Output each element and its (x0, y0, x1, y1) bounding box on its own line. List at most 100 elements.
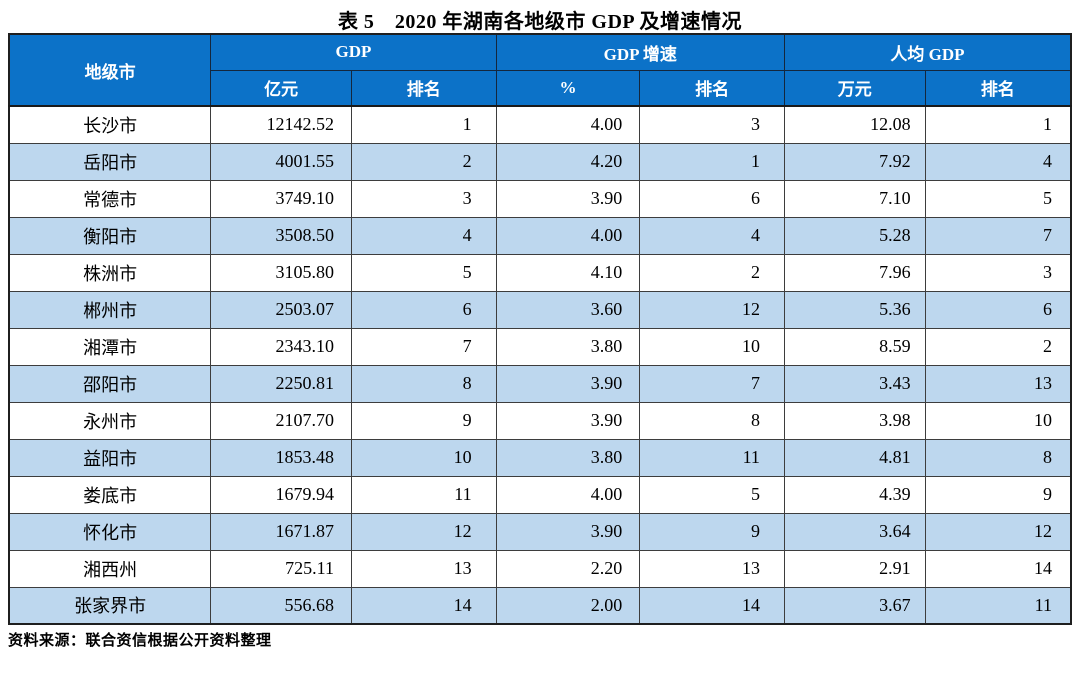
cell-percap: 5.36 (783, 290, 926, 329)
cell-percap: 7.92 (783, 142, 926, 181)
cell-gdp-rank: 14 (350, 586, 497, 625)
cell-growth-rank: 6 (639, 179, 785, 218)
cell-growth: 2.20 (495, 549, 641, 588)
cell-percap: 3.67 (783, 586, 926, 625)
cell-gdp-rank: 2 (350, 142, 497, 181)
table-body: 长沙市 12142.52 1 4.00 3 12.08 1 岳阳市 4001.5… (8, 105, 1072, 625)
cell-percap: 7.10 (783, 179, 926, 218)
table-title: 表 5 2020 年湖南各地级市 GDP 及增速情况 (337, 11, 743, 33)
cell-percap-rank: 12 (924, 512, 1072, 551)
cell-percap: 4.39 (783, 475, 926, 514)
cell-gdp: 2107.70 (210, 401, 352, 440)
cell-percap: 7.96 (783, 253, 926, 292)
cell-gdp: 12142.52 (210, 105, 352, 144)
cell-growth: 3.90 (495, 512, 641, 551)
cell-growth: 4.20 (495, 142, 641, 181)
cell-growth-rank: 1 (639, 142, 785, 181)
header-percap-unit: 万元 (783, 69, 926, 107)
cell-gdp: 2503.07 (210, 290, 352, 329)
table-header: 地级市 GDP GDP 增速 人均 GDP 亿元 排名 % 排名 万元 排名 (8, 33, 1072, 107)
cell-gdp-rank: 3 (350, 179, 497, 218)
cell-gdp-rank: 11 (350, 475, 497, 514)
cell-gdp-rank: 8 (350, 364, 497, 403)
cell-percap-rank: 8 (924, 438, 1072, 477)
cell-percap-rank: 13 (924, 364, 1072, 403)
cell-gdp: 1853.48 (210, 438, 352, 477)
cell-growth: 3.80 (495, 327, 641, 366)
header-growth-group: GDP 增速 (495, 33, 785, 71)
table-row: 株洲市 3105.80 5 4.10 2 7.96 3 (8, 253, 1072, 292)
cell-city: 怀化市 (8, 512, 212, 551)
cell-gdp-rank: 4 (350, 216, 497, 255)
cell-growth: 3.80 (495, 438, 641, 477)
cell-city: 长沙市 (8, 105, 212, 144)
cell-percap-rank: 10 (924, 401, 1072, 440)
cell-gdp-rank: 9 (350, 401, 497, 440)
cell-percap: 3.43 (783, 364, 926, 403)
cell-percap: 4.81 (783, 438, 926, 477)
header-percap-rank: 排名 (924, 69, 1072, 107)
cell-gdp-rank: 7 (350, 327, 497, 366)
cell-growth: 2.00 (495, 586, 641, 625)
cell-gdp-rank: 10 (350, 438, 497, 477)
table-row: 岳阳市 4001.55 2 4.20 1 7.92 4 (8, 142, 1072, 181)
table-row: 衡阳市 3508.50 4 4.00 4 5.28 7 (8, 216, 1072, 255)
table-row: 郴州市 2503.07 6 3.60 12 5.36 6 (8, 290, 1072, 329)
cell-gdp: 3749.10 (210, 179, 352, 218)
cell-gdp-rank: 5 (350, 253, 497, 292)
header-growth-unit: % (495, 69, 641, 107)
cell-percap-rank: 6 (924, 290, 1072, 329)
cell-growth-rank: 9 (639, 512, 785, 551)
cell-gdp-rank: 6 (350, 290, 497, 329)
table-row: 湘潭市 2343.10 7 3.80 10 8.59 2 (8, 327, 1072, 366)
table-row: 永州市 2107.70 9 3.90 8 3.98 10 (8, 401, 1072, 440)
cell-city: 永州市 (8, 401, 212, 440)
header-gdp-group: GDP (210, 33, 497, 71)
cell-growth: 4.00 (495, 475, 641, 514)
cell-gdp: 556.68 (210, 586, 352, 625)
cell-gdp-rank: 1 (350, 105, 497, 144)
cell-gdp-rank: 12 (350, 512, 497, 551)
cell-city: 娄底市 (8, 475, 212, 514)
cell-city: 岳阳市 (8, 142, 212, 181)
cell-gdp: 725.11 (210, 549, 352, 588)
cell-growth: 3.60 (495, 290, 641, 329)
cell-growth: 3.90 (495, 179, 641, 218)
cell-gdp: 1679.94 (210, 475, 352, 514)
table-row: 邵阳市 2250.81 8 3.90 7 3.43 13 (8, 364, 1072, 403)
table-row: 益阳市 1853.48 10 3.80 11 4.81 8 (8, 438, 1072, 477)
cell-gdp: 3508.50 (210, 216, 352, 255)
cell-percap-rank: 11 (924, 586, 1072, 625)
cell-city: 衡阳市 (8, 216, 212, 255)
source-note: 资料来源：联合资信根据公开资料整理 (8, 633, 272, 649)
cell-gdp: 2250.81 (210, 364, 352, 403)
cell-growth-rank: 3 (639, 105, 785, 144)
cell-percap-rank: 5 (924, 179, 1072, 218)
cell-city: 株洲市 (8, 253, 212, 292)
header-gdp-rank: 排名 (350, 69, 497, 107)
table-row: 娄底市 1679.94 11 4.00 5 4.39 9 (8, 475, 1072, 514)
cell-growth-rank: 13 (639, 549, 785, 588)
cell-city: 郴州市 (8, 290, 212, 329)
table-row: 张家界市 556.68 14 2.00 14 3.67 11 (8, 586, 1072, 625)
cell-growth: 4.00 (495, 105, 641, 144)
cell-growth-rank: 12 (639, 290, 785, 329)
table-row: 湘西州 725.11 13 2.20 13 2.91 14 (8, 549, 1072, 588)
table-row: 长沙市 12142.52 1 4.00 3 12.08 1 (8, 105, 1072, 144)
cell-percap: 3.64 (783, 512, 926, 551)
cell-percap-rank: 3 (924, 253, 1072, 292)
cell-city: 益阳市 (8, 438, 212, 477)
cell-growth-rank: 10 (639, 327, 785, 366)
header-growth-rank: 排名 (639, 69, 785, 107)
cell-growth-rank: 2 (639, 253, 785, 292)
cell-percap: 8.59 (783, 327, 926, 366)
cell-growth-rank: 8 (639, 401, 785, 440)
cell-growth-rank: 14 (639, 586, 785, 625)
cell-percap-rank: 2 (924, 327, 1072, 366)
cell-percap: 2.91 (783, 549, 926, 588)
cell-growth-rank: 7 (639, 364, 785, 403)
header-gdp-unit: 亿元 (210, 69, 352, 107)
cell-percap-rank: 7 (924, 216, 1072, 255)
cell-gdp: 4001.55 (210, 142, 352, 181)
